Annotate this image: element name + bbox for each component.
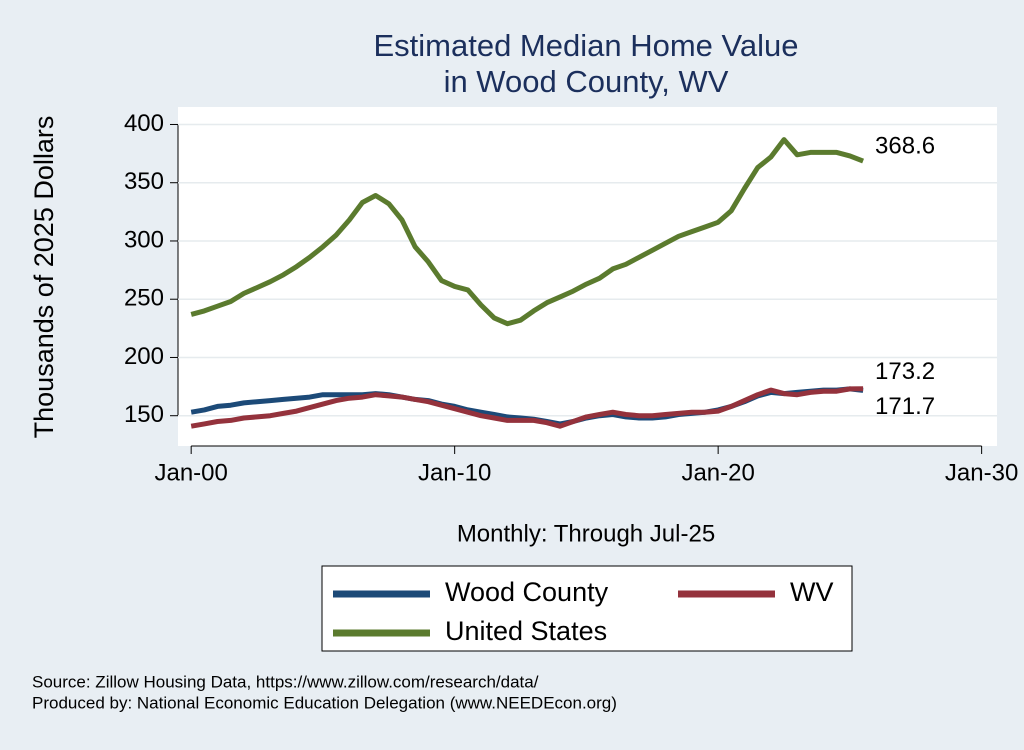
y-tick-label: 150 — [124, 401, 164, 428]
y-tick-label: 400 — [124, 110, 164, 137]
chart-title: Estimated Median Home Value — [373, 28, 798, 63]
legend-label: United States — [445, 616, 607, 646]
legend-label: Wood County — [445, 577, 609, 607]
source-note: Source: Zillow Housing Data, https://www… — [32, 672, 539, 691]
chart-title: in Wood County, WV — [444, 64, 729, 99]
end-value-label: 171.7 — [875, 393, 935, 420]
y-tick-label: 200 — [124, 343, 164, 370]
legend — [321, 565, 853, 652]
line-series — [190, 386, 864, 429]
legend-label: WV — [790, 577, 834, 607]
y-tick-label: 300 — [124, 226, 164, 253]
y-tick-label: 350 — [124, 168, 164, 195]
x-tick-label: Jan-10 — [418, 459, 491, 486]
end-value-label: 368.6 — [875, 132, 935, 159]
x-axis-label: Monthly: Through Jul-25 — [457, 520, 715, 547]
legend-items: United States Wood County WV — [333, 577, 834, 646]
y-axis-label: Thousands of 2025 Dollars — [29, 116, 59, 439]
x-tick-label: Jan-20 — [681, 459, 754, 486]
x-tick-label: Jan-00 — [154, 459, 227, 486]
end-value-label: 173.2 — [875, 358, 935, 385]
source-note: Produced by: National Economic Education… — [32, 693, 617, 712]
line-series — [190, 137, 865, 327]
y-tick-label: 250 — [124, 285, 164, 312]
x-tick-label: Jan-30 — [945, 459, 1018, 486]
